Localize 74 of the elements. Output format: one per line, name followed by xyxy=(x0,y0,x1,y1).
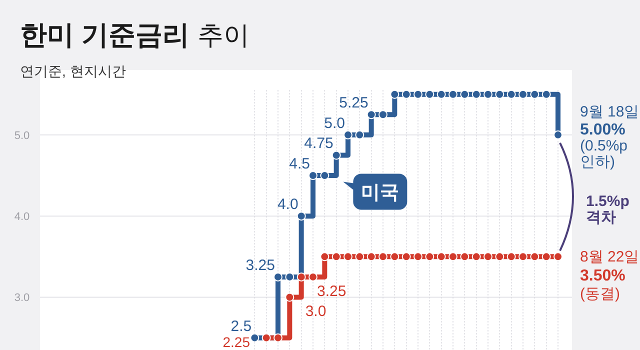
chart-title: 한미 기준금리 xyxy=(20,20,190,50)
point xyxy=(402,252,411,262)
point xyxy=(332,150,341,160)
point xyxy=(554,252,562,262)
text: 5.00% xyxy=(580,121,626,138)
point xyxy=(344,130,352,140)
point xyxy=(378,252,388,262)
point xyxy=(448,252,458,262)
data-label: 3.0 xyxy=(305,303,326,320)
point xyxy=(366,252,376,262)
point xyxy=(390,252,400,262)
point xyxy=(274,333,282,342)
text: (동결) xyxy=(580,286,620,303)
point xyxy=(460,90,470,99)
point xyxy=(484,90,492,99)
data-label: 2.5 xyxy=(230,318,252,335)
text: 3.50% xyxy=(580,268,626,285)
point xyxy=(344,252,352,262)
point xyxy=(285,272,294,282)
point xyxy=(332,252,341,262)
point xyxy=(320,252,330,262)
point xyxy=(448,90,458,99)
annotation: 2.25 xyxy=(222,334,250,350)
point xyxy=(518,90,528,99)
point xyxy=(484,252,492,262)
y-tick-label: 5.0 xyxy=(14,130,30,142)
y-tick-label: 3.0 xyxy=(14,292,30,304)
data-label: 4.0 xyxy=(277,196,298,214)
point xyxy=(472,90,481,99)
data-label: 5.25 xyxy=(339,94,368,112)
point xyxy=(530,90,540,99)
point xyxy=(402,90,411,99)
point xyxy=(495,252,504,262)
text: (0.5%p 인하) xyxy=(580,137,628,170)
point xyxy=(542,252,551,262)
point xyxy=(554,130,562,140)
point xyxy=(285,292,294,302)
point xyxy=(366,110,376,120)
data-label: 3.25 xyxy=(246,256,275,274)
point xyxy=(274,272,282,282)
point xyxy=(378,110,388,120)
point xyxy=(425,252,434,262)
point xyxy=(495,90,504,99)
point xyxy=(296,272,306,282)
point xyxy=(436,252,446,262)
point xyxy=(506,90,516,99)
point xyxy=(414,90,422,99)
data-label: 5.0 xyxy=(324,114,345,132)
data-label: 3.25 xyxy=(317,282,346,300)
point xyxy=(414,252,422,262)
point xyxy=(355,252,364,262)
text: 8월 22일 xyxy=(580,248,640,266)
chart-subtitle: 추이 xyxy=(198,20,250,50)
point xyxy=(250,333,260,342)
y-axis-title: 연기준, 현지시간 xyxy=(20,63,126,79)
point xyxy=(542,90,551,99)
data-label: 4.5 xyxy=(289,156,310,173)
point xyxy=(436,90,446,99)
text: 9월 18일 xyxy=(580,103,640,120)
point xyxy=(308,171,318,180)
point xyxy=(308,272,318,282)
data-label: 4.75 xyxy=(304,135,334,152)
legend-label: 미국 xyxy=(361,182,400,204)
point xyxy=(390,90,400,99)
point xyxy=(296,212,306,221)
point xyxy=(355,130,364,140)
point xyxy=(460,252,470,262)
point xyxy=(472,252,481,262)
point xyxy=(530,252,540,262)
y-tick-label: 4.0 xyxy=(14,211,30,224)
point xyxy=(425,90,434,99)
point xyxy=(518,252,528,262)
point xyxy=(506,252,516,262)
text: 1.5%p 격차 xyxy=(586,192,630,226)
